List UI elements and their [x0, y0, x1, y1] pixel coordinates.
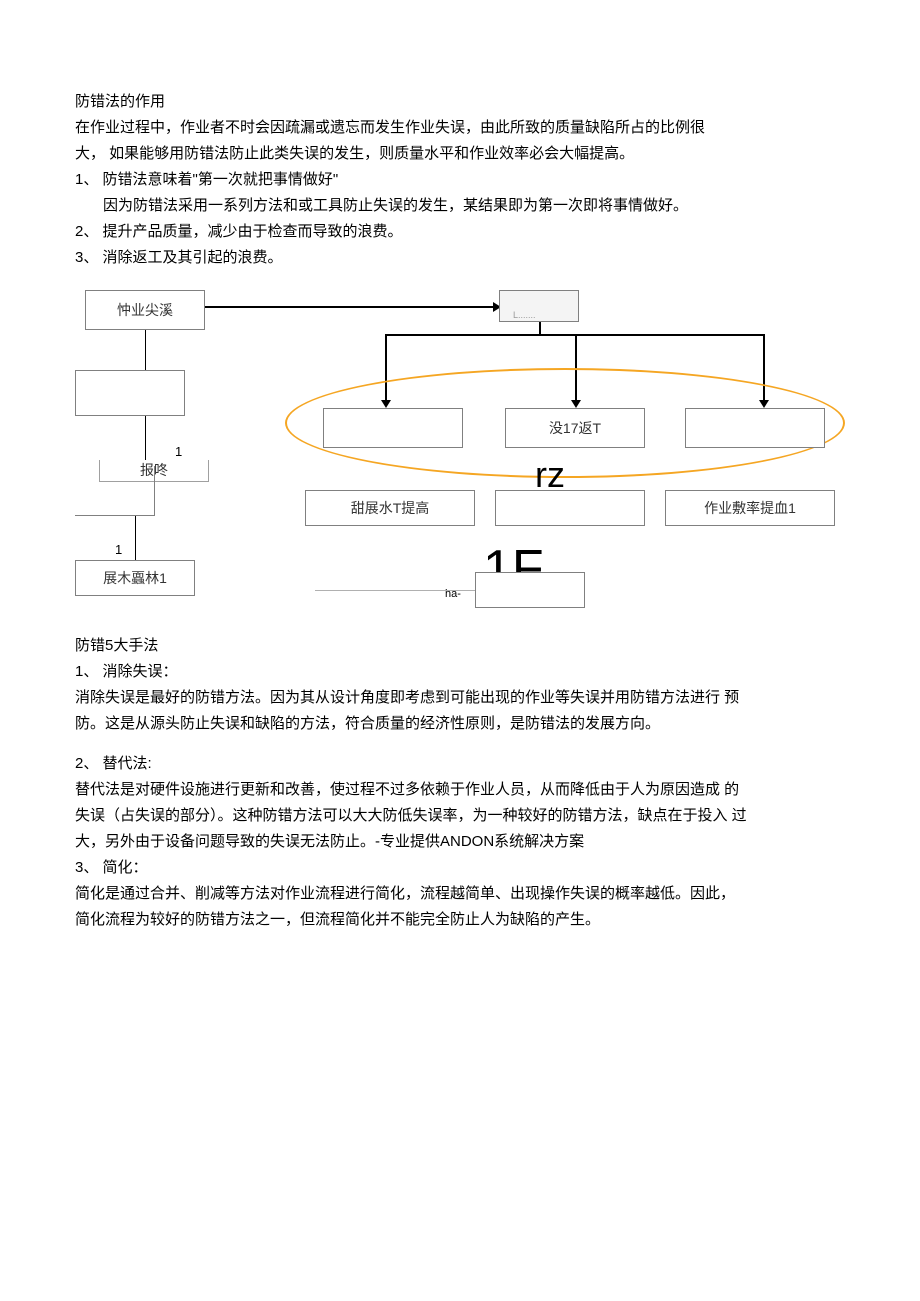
m3-l2: 简化流程为较好的防错方法之一，但流程简化并不能完全防止人为缺陷的产生。: [75, 908, 845, 932]
m1-l2: 防。这是从源头防止失误和缺陷的方法，符合质量的经济性原则，是防错法的发展方向。: [75, 712, 845, 736]
under-hline: [315, 590, 475, 591]
node-hub: [499, 290, 579, 322]
m2-l1: 替代法是对硬件设施进行更新和改善，使过程不过多依赖于作业人员，从而降低由于人为原…: [75, 778, 845, 802]
intro-line-1: 在作业过程中，作业者不时会因疏漏或遗忘而发生作业失误，由此所致的质量缺陷所占的比…: [75, 116, 845, 140]
m3-l1: 简化是通过合并、削减等方法对作业流程进行简化，流程越简单、出现操作失误的概率越低…: [75, 882, 845, 906]
node-n3-outer: [75, 466, 155, 516]
point-1b: 因为防错法采用一系列方法和或工具防止失误的发生，某结果即为第一次即将事情做好。: [75, 194, 845, 218]
vline-3: [135, 516, 136, 560]
m1-l1: 消除失误是最好的防错方法。因为其从设计角度即考虑到可能出现的作业等失误并用防错方…: [75, 686, 845, 710]
intro-line-2: 大， 如果能够用防错法防止此类失误的发生，则质量水平和作业效率必会大幅提高。: [75, 142, 845, 166]
vline-2: [145, 416, 146, 460]
node-n1: 忡业尖溪: [85, 290, 205, 330]
hub-vline-c: [539, 322, 541, 336]
label-ha: ha-: [445, 586, 461, 604]
point-2: 2、 提升产品质量，减少由于检查而导致的浪费。: [75, 220, 845, 244]
node-n11: 作业敷率提血1: [665, 490, 835, 526]
hline-top: [205, 306, 495, 308]
node-n8: [685, 408, 825, 448]
node-n2: [75, 370, 185, 416]
node-n12: [475, 572, 585, 608]
flow-diagram: 忡业尖溪 1 报咚 1 展木蠠林1 L....... 没17返T rz 甜展水T…: [75, 290, 845, 630]
m2-head: 2、 替代法:: [75, 752, 845, 776]
node-n9: 甜展水T提高: [305, 490, 475, 526]
tiny-hub: L.......: [513, 308, 536, 322]
vline-1: [145, 330, 146, 370]
node-n6: [323, 408, 463, 448]
point-3: 3、 消除返工及其引起的浪费。: [75, 246, 845, 270]
m1-head: 1、 消除失误：: [75, 660, 845, 684]
point-1a: 1、 防错法意味着"第一次就把事情做好": [75, 168, 845, 192]
title: 防错法的作用: [75, 90, 845, 114]
m3-head: 3、 简化：: [75, 856, 845, 880]
m2-l3: 大，另外由于设备问题导致的失误无法防止。-专业提供ANDON系统解决方案: [75, 830, 845, 854]
node-n10: [495, 490, 645, 526]
label-one-b: 1: [115, 540, 122, 561]
section-2-title: 防错5大手法: [75, 634, 845, 658]
m2-l2: 失误（占失误的部分）。这种防错方法可以大大防低失误率，为一种较好的防错方法，缺点…: [75, 804, 845, 828]
node-n7: 没17返T: [505, 408, 645, 448]
node-n4: 展木蠠林1: [75, 560, 195, 596]
